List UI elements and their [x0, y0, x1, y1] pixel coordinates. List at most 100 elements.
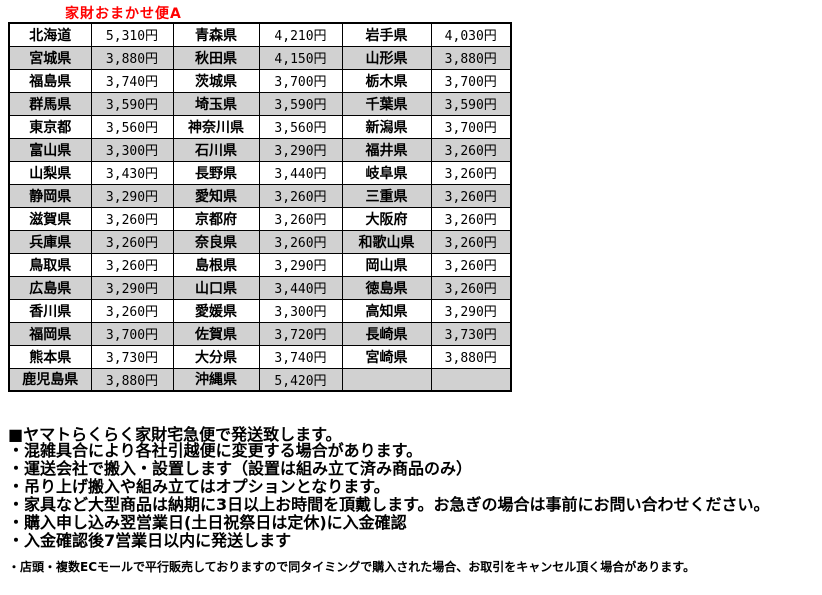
price-cell: 3,880円: [430, 344, 512, 369]
prefecture-cell: 宮崎県: [341, 344, 432, 369]
prefecture-cell: 京都府: [172, 206, 260, 231]
price-cell: 3,260円: [90, 229, 174, 254]
prefecture-cell: 愛媛県: [172, 298, 260, 323]
price-cell: 3,700円: [430, 114, 512, 139]
prefecture-cell: 三重県: [341, 183, 432, 208]
prefecture-cell: 石川県: [172, 137, 260, 162]
price-cell: 3,260円: [90, 298, 174, 323]
price-cell: 3,700円: [90, 321, 174, 346]
price-cell: 3,440円: [258, 275, 343, 300]
prefecture-cell: 和歌山県: [341, 229, 432, 254]
shipping-note-line: ・混雑具合により各社引越便に変更する場合があります。: [8, 441, 423, 460]
prefecture-cell: 奈良県: [172, 229, 260, 254]
prefecture-cell: 静岡県: [8, 183, 92, 208]
prefecture-cell: 福島県: [8, 68, 92, 93]
shipping-note-line: ・運送会社で搬入・設置します（設置は組み立て済み商品のみ）: [8, 459, 473, 478]
shipping-footnote: ・店頭・複数ECモールで平行販売しておりますので同タイミングで購入された場合、お…: [8, 560, 696, 574]
price-cell: 3,590円: [430, 91, 512, 116]
price-cell: 3,260円: [430, 206, 512, 231]
shipping-notes-list: ・混雑具合により各社引越便に変更する場合があります。 ・運送会社で搬入・設置します…: [8, 442, 818, 550]
price-cell: 3,880円: [90, 45, 174, 70]
price-cell: 3,260円: [90, 206, 174, 231]
prefecture-cell: 愛知県: [172, 183, 260, 208]
price-cell: 3,260円: [430, 275, 512, 300]
table-row: 兵庫県 3,260円 奈良県 3,260円 和歌山県 3,260円: [8, 229, 512, 254]
table-row: 富山県 3,300円 石川県 3,290円 福井県 3,260円: [8, 137, 512, 162]
prefecture-cell: 埼玉県: [172, 91, 260, 116]
prefecture-cell: 富山県: [8, 137, 92, 162]
prefecture-cell: 高知県: [341, 298, 432, 323]
shipping-note-line: ・吊り上げ搬入や組み立てはオプションとなります。: [8, 477, 390, 496]
prefecture-cell: 長野県: [172, 160, 260, 185]
table-row: 福島県 3,740円 茨城県 3,700円 栃木県 3,700円: [8, 68, 512, 93]
price-cell: 3,300円: [258, 298, 343, 323]
prefecture-cell: 佐賀県: [172, 321, 260, 346]
shipping-fee-table: 北海道 5,310円 青森県 4,210円 岩手県 4,030円 宮城県 3,880円 秋田県 4…: [8, 22, 512, 392]
price-cell: 4,150円: [258, 45, 343, 70]
price-cell: 3,730円: [90, 344, 174, 369]
price-cell: 3,260円: [430, 160, 512, 185]
table-row: 東京都 3,560円 神奈川県 3,560円 新潟県 3,700円: [8, 114, 512, 139]
prefecture-cell: 秋田県: [172, 45, 260, 70]
table-row: 宮城県 3,880円 秋田県 4,150円 山形県 3,880円: [8, 45, 512, 70]
price-cell: 3,260円: [258, 206, 343, 231]
price-cell: 3,290円: [90, 183, 174, 208]
table-row: 鳥取県 3,260円 島根県 3,290円 岡山県 3,260円: [8, 252, 512, 277]
prefecture-cell: 滋賀県: [8, 206, 92, 231]
table-row: 北海道 5,310円 青森県 4,210円 岩手県 4,030円: [8, 22, 512, 47]
table-row: 熊本県 3,730円 大分県 3,740円 宮崎県 3,880円: [8, 344, 512, 369]
prefecture-cell: 福岡県: [8, 321, 92, 346]
price-cell: 3,590円: [258, 91, 343, 116]
price-cell: 3,590円: [90, 91, 174, 116]
table-row: 山梨県 3,430円 長野県 3,440円 岐阜県 3,260円: [8, 160, 512, 185]
price-cell: 5,420円: [258, 367, 343, 392]
price-cell: 3,260円: [258, 183, 343, 208]
prefecture-cell: 岩手県: [341, 22, 432, 47]
price-cell: 3,880円: [430, 45, 512, 70]
price-cell: 3,560円: [90, 114, 174, 139]
prefecture-cell: 青森県: [172, 22, 260, 47]
price-cell: 3,720円: [258, 321, 343, 346]
prefecture-cell: 千葉県: [341, 91, 432, 116]
price-cell: 3,740円: [90, 68, 174, 93]
prefecture-cell: 島根県: [172, 252, 260, 277]
price-cell: 3,260円: [430, 137, 512, 162]
prefecture-cell: 山形県: [341, 45, 432, 70]
prefecture-cell: 鳥取県: [8, 252, 92, 277]
shipping-note-line: ・購入申し込み翌営業日(土日祝祭日は定休)に入金確認: [8, 513, 407, 532]
prefecture-cell: 東京都: [8, 114, 92, 139]
price-cell: 3,700円: [258, 68, 343, 93]
prefecture-cell: 茨城県: [172, 68, 260, 93]
price-cell: 3,880円: [90, 367, 174, 392]
prefecture-cell: 神奈川県: [172, 114, 260, 139]
price-cell: 3,560円: [258, 114, 343, 139]
table-row: 群馬県 3,590円 埼玉県 3,590円 千葉県 3,590円: [8, 91, 512, 116]
price-cell: 3,260円: [430, 252, 512, 277]
prefecture-cell: 広島県: [8, 275, 92, 300]
prefecture-cell: 長崎県: [341, 321, 432, 346]
price-cell: 3,730円: [430, 321, 512, 346]
price-cell: 3,260円: [430, 229, 512, 254]
price-cell: 3,740円: [258, 344, 343, 369]
price-cell: 4,030円: [430, 22, 512, 47]
price-cell: 3,440円: [258, 160, 343, 185]
price-cell: 3,260円: [258, 229, 343, 254]
prefecture-cell: 熊本県: [8, 344, 92, 369]
prefecture-cell: 山口県: [172, 275, 260, 300]
price-cell: 3,290円: [90, 275, 174, 300]
prefecture-cell: 岡山県: [341, 252, 432, 277]
shipping-note-heading: ■ヤマトらくらく家財宅急便で発送致します。: [8, 425, 342, 444]
prefecture-cell: 大阪府: [341, 206, 432, 231]
shipping-plan-title: 家財おまかせ便A: [65, 6, 182, 22]
prefecture-cell: [341, 367, 432, 392]
prefecture-cell: 北海道: [8, 22, 92, 47]
table-row: 滋賀県 3,260円 京都府 3,260円 大阪府 3,260円: [8, 206, 512, 231]
table-row: 香川県 3,260円 愛媛県 3,300円 高知県 3,290円: [8, 298, 512, 323]
price-cell: 3,290円: [258, 137, 343, 162]
price-cell: 3,290円: [430, 298, 512, 323]
table-row: 静岡県 3,290円 愛知県 3,260円 三重県 3,260円: [8, 183, 512, 208]
price-cell: [430, 367, 512, 392]
table-row: 福岡県 3,700円 佐賀県 3,720円 長崎県 3,730円: [8, 321, 512, 346]
prefecture-cell: 香川県: [8, 298, 92, 323]
